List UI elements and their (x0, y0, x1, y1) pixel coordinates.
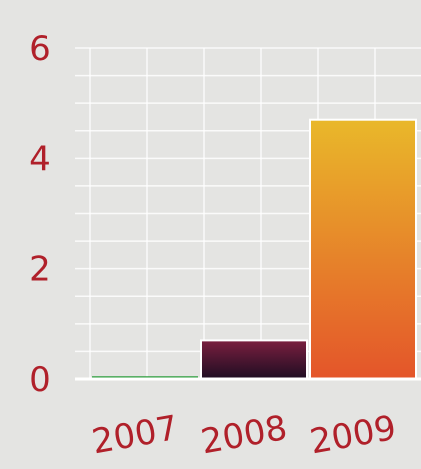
x-tick-labels: 2007 2008 2009 (89, 408, 399, 462)
y-tick-label: 6 (29, 29, 51, 69)
y-tick-label: 0 (29, 360, 51, 400)
y-tick-labels: 0 2 4 6 (29, 29, 51, 400)
bar-2009 (309, 118, 417, 380)
bar-2008 (200, 339, 308, 380)
y-tick-label: 2 (29, 250, 51, 290)
bars (75, 118, 421, 381)
y-tick-label: 4 (29, 139, 51, 179)
